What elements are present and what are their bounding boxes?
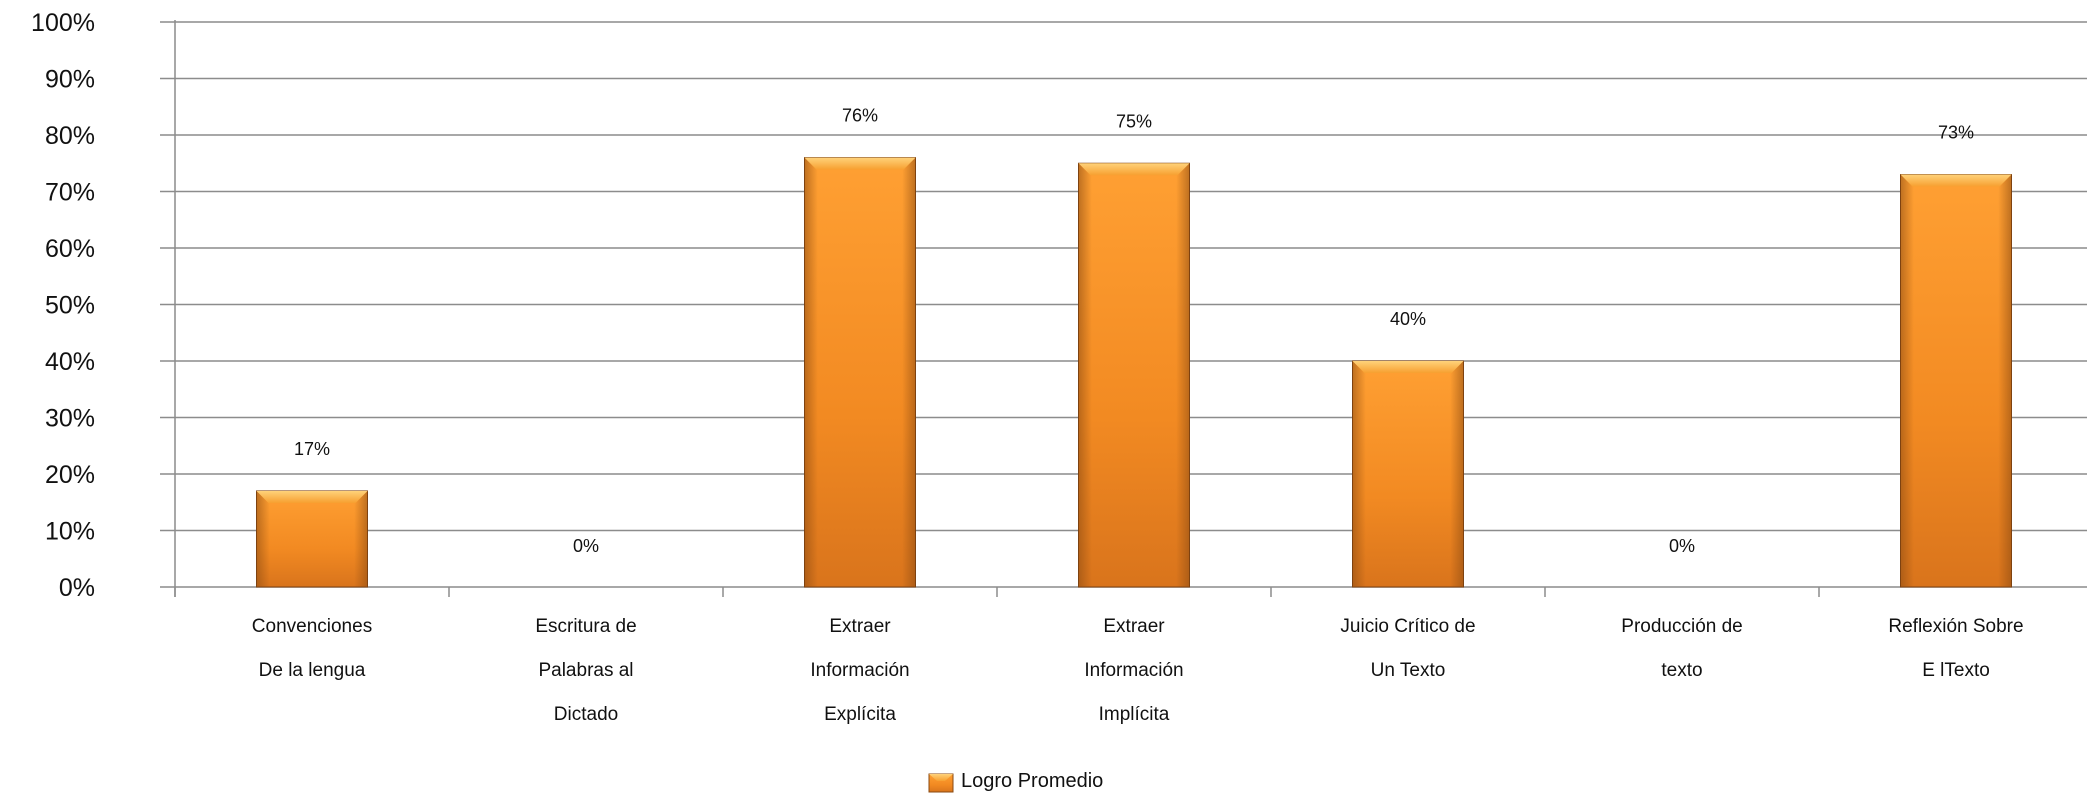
y-tick-label: 50% bbox=[45, 292, 95, 320]
x-category-line: Convenciones bbox=[252, 616, 372, 637]
bar bbox=[804, 157, 916, 588]
x-category-line: texto bbox=[1661, 660, 1702, 681]
data-label: 0% bbox=[573, 536, 599, 556]
x-category-line: De la lengua bbox=[259, 660, 366, 681]
bar-shade bbox=[1900, 174, 2012, 588]
data-label: 75% bbox=[1116, 111, 1152, 131]
y-axis-ticks: 0% 10% 20% 30% 40% 50% 60% 70% 80% 90% 100% bbox=[31, 9, 95, 602]
y-tick-label: 20% bbox=[45, 461, 95, 489]
x-category-line: Producción de bbox=[1621, 616, 1742, 637]
y-tick-label: 30% bbox=[45, 405, 95, 433]
x-category-label: Convenciones De la lengua bbox=[252, 616, 372, 681]
data-label: 76% bbox=[842, 106, 878, 126]
y-tick-label: 10% bbox=[45, 518, 95, 546]
data-label: 0% bbox=[1669, 536, 1695, 556]
bar-shade bbox=[256, 490, 368, 587]
bar-cap bbox=[804, 157, 916, 170]
x-category-label: Extraer Información Explícita bbox=[810, 616, 909, 725]
x-category-line: E lTexto bbox=[1922, 660, 1990, 681]
bar-cap bbox=[1078, 163, 1190, 176]
data-labels: 17% 0% 76% 75% 40% 0% 73% bbox=[294, 106, 1974, 556]
x-category-line: Información bbox=[810, 660, 909, 681]
bar-cap bbox=[1900, 174, 2012, 187]
bar bbox=[1900, 174, 2012, 588]
bar-shade bbox=[1352, 361, 1464, 587]
x-category-line: Juicio Crítico de bbox=[1340, 616, 1475, 637]
x-category-label: Juicio Crítico de Un Texto bbox=[1340, 616, 1475, 681]
x-category-label: Escritura de Palabras al Dictado bbox=[535, 616, 636, 725]
bar bbox=[256, 490, 368, 588]
legend-label-logro-promedio: Logro Promedio bbox=[961, 770, 1103, 792]
x-category-line: Implícita bbox=[1099, 704, 1170, 725]
bar bbox=[1078, 162, 1190, 588]
y-tick-label: 90% bbox=[45, 66, 95, 94]
bar bbox=[1352, 360, 1464, 588]
x-category-line: Palabras al bbox=[538, 660, 633, 681]
x-category-line: Escritura de bbox=[535, 616, 636, 637]
x-category-label: Producción de texto bbox=[1621, 616, 1742, 681]
y-tick-label: 70% bbox=[45, 179, 95, 207]
bars bbox=[256, 157, 2012, 588]
y-tick-label: 100% bbox=[31, 9, 95, 37]
x-axis-labels: Convenciones De la lengua Escritura de Pala… bbox=[252, 616, 2024, 725]
x-category-line: Explícita bbox=[824, 704, 896, 725]
x-category-line: Reflexión Sobre bbox=[1888, 616, 2023, 637]
legend-swatch-cap bbox=[929, 774, 953, 781]
legend: Logro Promedio bbox=[928, 770, 1103, 793]
y-tick-label: 60% bbox=[45, 235, 95, 263]
bar-cap bbox=[256, 490, 368, 503]
x-category-line: Dictado bbox=[554, 704, 618, 725]
data-label: 40% bbox=[1390, 309, 1426, 329]
bar-cap bbox=[1352, 361, 1464, 373]
bar-shade bbox=[1078, 163, 1190, 587]
y-tick-label: 40% bbox=[45, 348, 95, 376]
y-tick-label: 0% bbox=[59, 574, 95, 602]
x-category-line: Información bbox=[1084, 660, 1183, 681]
data-label: 73% bbox=[1938, 123, 1974, 143]
y-tick-label: 80% bbox=[45, 122, 95, 150]
x-category-label: Extraer Información Implícita bbox=[1084, 616, 1183, 725]
x-category-line: Un Texto bbox=[1371, 660, 1446, 681]
data-label: 17% bbox=[294, 439, 330, 459]
x-category-line: Extraer bbox=[829, 616, 891, 637]
x-category-line: Extraer bbox=[1103, 616, 1165, 637]
bar-shade bbox=[804, 157, 916, 587]
x-category-label: Reflexión Sobre E lTexto bbox=[1888, 616, 2023, 681]
